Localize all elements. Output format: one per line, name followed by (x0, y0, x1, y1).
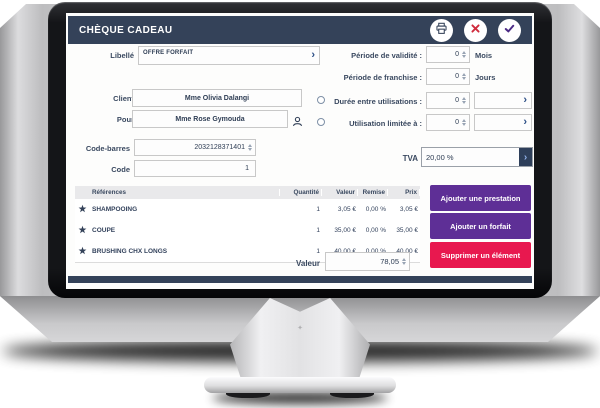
validate-button[interactable] (498, 18, 521, 42)
header-prix: Prix (388, 189, 420, 196)
chevron-right-icon: › (523, 151, 528, 163)
stepper-arrows[interactable] (462, 73, 466, 80)
add-prestation-button[interactable]: Ajouter une prestation (430, 185, 531, 211)
row-remise: 0,00 % (365, 206, 386, 213)
brand-logo: ✦ (297, 325, 303, 332)
total-valeur-field[interactable]: 78,05 (325, 252, 410, 271)
row-valeur: 3,05 € (337, 206, 356, 213)
pour-value: Mme Rose Gymouda (175, 115, 245, 123)
client-label: Client (113, 94, 134, 103)
row-quantite: 1 (316, 227, 320, 234)
close-button[interactable] (464, 18, 487, 42)
code-barres-value: 2032128371401 (194, 144, 245, 151)
row-valeur: 40,00 € (322, 248, 358, 255)
header-references: Références (75, 189, 280, 196)
row-reference: COUPE (92, 227, 116, 234)
periode-franchise-unit: Jours (475, 73, 496, 82)
duree-value: 0 (455, 97, 459, 104)
stepper-arrows[interactable] (462, 119, 466, 126)
total-valeur-label: Valeur (295, 259, 320, 268)
add-forfait-button[interactable]: Ajouter un forfait (430, 213, 531, 239)
row-remise: 0,00 % (365, 227, 386, 234)
code-label: Code (111, 165, 130, 174)
items-table: Références Quantité Valeur Remise Prix S… (75, 186, 420, 263)
header-valeur: Valeur (322, 189, 358, 196)
periode-validite-value: 0 (455, 51, 459, 58)
stepper-arrows[interactable] (248, 144, 252, 151)
stepper-arrows[interactable] (462, 97, 466, 104)
libelle-value: OFFRE FORFAIT (143, 50, 194, 56)
tva-value: 20,00 % (426, 152, 454, 162)
table-header-row: Références Quantité Valeur Remise Prix (75, 186, 420, 199)
table-row[interactable]: SHAMPOOING 1 3,05 € 0,00 % 3,05 € (75, 199, 420, 220)
duree-radio[interactable] (317, 96, 325, 104)
duree-label: Durée entre utilisations : (334, 97, 422, 106)
page-title: CHÈQUE CADEAU (79, 24, 173, 36)
duree-field[interactable]: 0 (426, 92, 470, 109)
tva-select[interactable]: 20,00 % › (421, 147, 533, 167)
total-valeur-value: 78,05 (380, 257, 399, 266)
periode-validite-unit: Mois (475, 51, 493, 60)
row-valeur: 35,00 € (334, 227, 356, 234)
delete-element-button[interactable]: Supprimer un élément (430, 242, 531, 268)
utilisation-unit-select[interactable]: › (474, 114, 532, 131)
stepper-arrows[interactable] (462, 51, 466, 58)
utilisation-value: 0 (455, 119, 459, 126)
star-icon (78, 225, 87, 236)
periode-validite-field[interactable]: 0 (426, 46, 470, 63)
stand-foot-left (226, 389, 270, 398)
chevron-right-icon: › (311, 49, 315, 61)
client-value: Mme Olivia Dalangi (184, 94, 250, 102)
star-icon (78, 204, 87, 215)
code-barres-label: Code-barres (85, 144, 130, 153)
row-quantite: 1 (316, 206, 320, 213)
tva-label: TVA (402, 154, 418, 163)
star-icon (78, 246, 87, 257)
chevron-right-icon: › (523, 116, 527, 128)
code-field[interactable]: 1 (134, 160, 256, 177)
window-footer-bar (68, 276, 532, 283)
row-quantite: 1 (316, 248, 320, 255)
client-field[interactable]: Mme Olivia Dalangi (132, 89, 302, 107)
periode-validite-label: Période de validité : (351, 51, 422, 60)
periode-franchise-value: 0 (455, 73, 459, 80)
row-prix: 3,05 € (399, 206, 418, 213)
row-reference: SHAMPOOING (92, 206, 138, 213)
libelle-field[interactable]: OFFRE FORFAIT › (138, 46, 320, 65)
person-icon[interactable] (292, 114, 303, 127)
printer-icon (435, 22, 448, 38)
header-remise: Remise (358, 189, 388, 196)
duree-unit-select[interactable]: › (474, 92, 532, 109)
row-reference: BRUSHING CHX LONGS (92, 248, 168, 255)
row-prix: 40,00 € (396, 248, 418, 255)
monitor-bezel: CHÈQUE CADEAU (48, 2, 552, 298)
utilisation-label: Utilisation limitée à : (349, 119, 422, 128)
row-prix: 35,00 € (396, 227, 418, 234)
utilisation-field[interactable]: 0 (426, 114, 470, 131)
code-barres-field[interactable]: 2032128371401 (134, 139, 256, 156)
pour-label: Pour (116, 115, 134, 124)
stepper-arrows[interactable] (402, 258, 406, 265)
checkmark-icon (503, 22, 516, 38)
table-row[interactable]: COUPE 1 35,00 € 0,00 % 35,00 € (75, 220, 420, 241)
window-titlebar: CHÈQUE CADEAU (68, 16, 532, 44)
monitor-stand-base (204, 377, 396, 393)
header-quantite: Quantité (280, 189, 322, 196)
chevron-right-icon: › (523, 94, 527, 106)
code-value: 1 (245, 165, 249, 172)
print-button[interactable] (430, 18, 453, 42)
tva-dropdown-strip[interactable]: › (519, 148, 532, 166)
close-icon (469, 22, 482, 38)
stand-foot-right (330, 389, 374, 398)
row-remise: 0,00 % (358, 248, 388, 255)
pour-field[interactable]: Mme Rose Gymouda (132, 110, 288, 128)
libelle-label: Libellé (110, 51, 134, 60)
periode-franchise-label: Période de franchise : (343, 73, 422, 82)
utilisation-radio[interactable] (317, 118, 325, 126)
titlebar-buttons (430, 18, 521, 42)
screen: CHÈQUE CADEAU (66, 13, 534, 289)
periode-franchise-field[interactable]: 0 (426, 68, 470, 85)
